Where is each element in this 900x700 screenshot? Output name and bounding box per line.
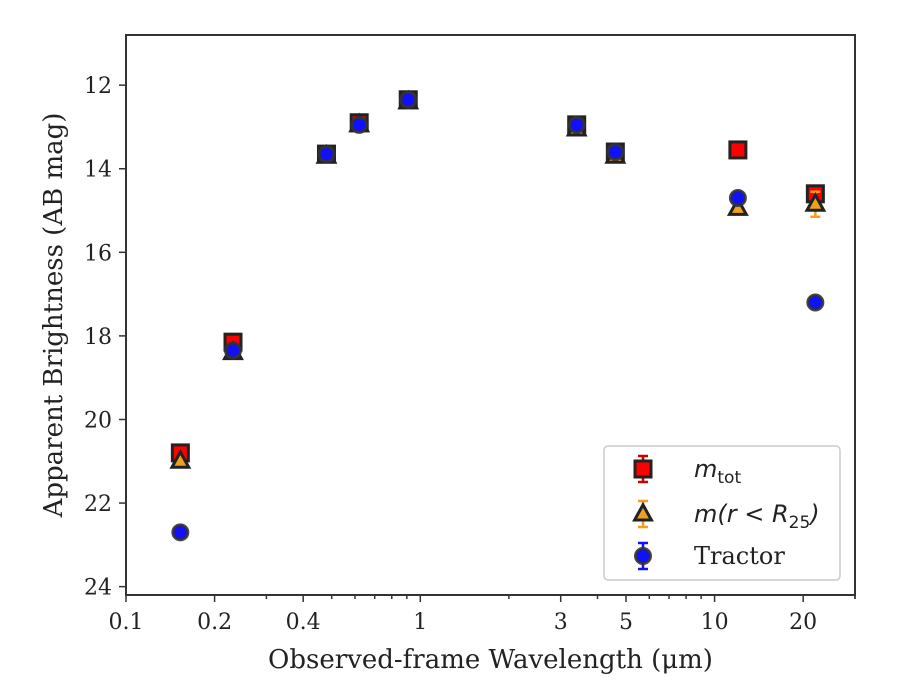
data-point <box>728 188 747 207</box>
y-tick-label: 12 <box>84 74 112 99</box>
y-tick-label: 16 <box>84 241 112 266</box>
x-tick-label: 20 <box>789 610 817 635</box>
data-point <box>171 523 190 542</box>
legend-label-main: m(r < R <box>694 500 789 528</box>
data-point <box>728 140 748 160</box>
y-tick-label: 24 <box>84 576 112 601</box>
series-square <box>170 90 825 463</box>
x-tick-label: 3 <box>554 610 568 635</box>
plot-frame <box>125 34 856 596</box>
data-point <box>224 341 243 360</box>
legend-label-main: m <box>694 455 717 483</box>
series-triangle <box>169 89 827 469</box>
data-point <box>804 191 827 212</box>
data-point <box>606 143 625 162</box>
data-point <box>169 448 192 469</box>
x-tick-label: 0.2 <box>197 610 232 635</box>
legend-label: mtot <box>694 455 741 488</box>
y-tick-label: 18 <box>84 325 112 350</box>
legend: mtot m(r < R25) Tractor <box>603 445 841 581</box>
x-tick-label: 10 <box>701 610 729 635</box>
chart-marks <box>169 89 827 542</box>
data-point <box>317 145 336 164</box>
series-circle <box>171 90 825 542</box>
x-axis-title: Observed-frame Wavelength (μm) <box>268 645 713 675</box>
x-axis: 0.1 0.2 0.4 1 3 5 10 20 <box>109 595 856 635</box>
legend-label-sub: tot <box>717 468 741 488</box>
legend-box <box>603 445 841 581</box>
x-tick-label: 0.4 <box>286 610 321 635</box>
legend-marker-triangle <box>632 501 654 522</box>
legend-label-rest: ) <box>808 500 819 528</box>
data-point <box>350 115 369 134</box>
y-axis: 12 14 16 18 20 22 24 <box>84 74 126 601</box>
y-tick-label: 22 <box>84 492 112 517</box>
data-point <box>567 115 586 134</box>
data-point <box>399 90 418 109</box>
x-tick-label: 1 <box>413 610 427 635</box>
y-tick-label: 20 <box>84 408 112 433</box>
legend-label-main: Tractor <box>694 542 785 570</box>
x-tick-label: 5 <box>619 610 633 635</box>
x-tick-label: 0.1 <box>109 610 144 635</box>
legend-label: m(r < R25) <box>694 500 820 533</box>
legend-marker-circle <box>634 547 652 565</box>
legend-label: Tractor <box>694 542 785 570</box>
legend-marker-square <box>633 459 653 479</box>
legend-label-sub: 25 <box>789 513 811 533</box>
y-tick-label: 14 <box>84 158 112 183</box>
y-axis-title: Apparent Brightness (AB mag) <box>39 113 69 519</box>
data-point <box>806 293 825 312</box>
